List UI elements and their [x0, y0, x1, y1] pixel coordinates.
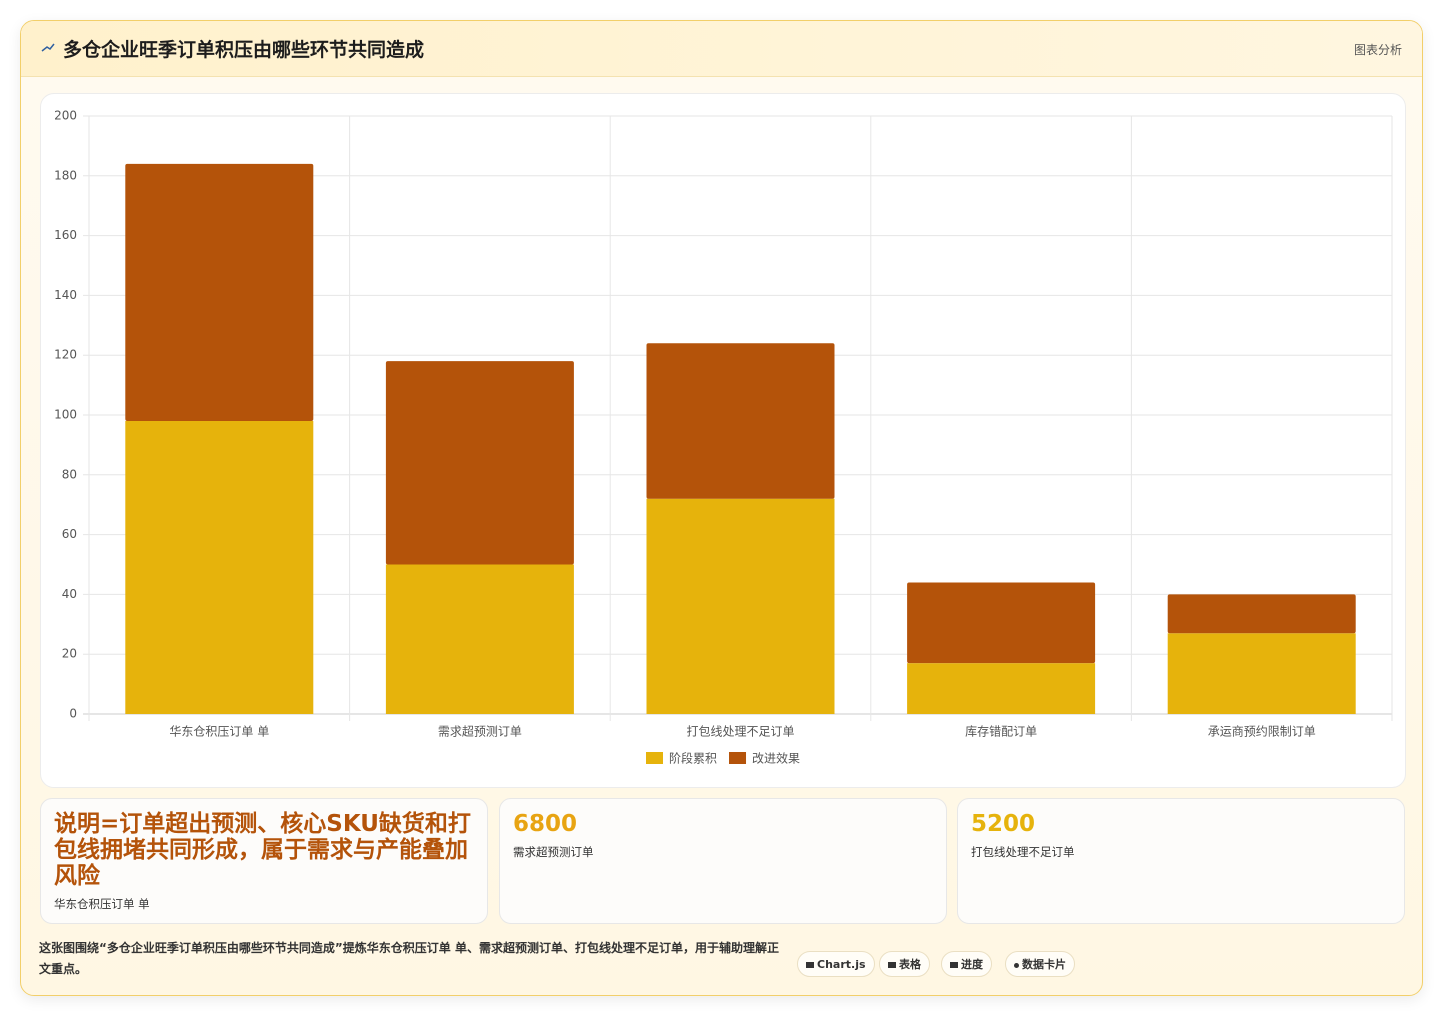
card-value: 6800	[513, 811, 578, 837]
bar	[1167, 594, 1356, 634]
x-tick-label: 需求超预测订单	[438, 724, 522, 739]
bar	[646, 343, 835, 499]
tag[interactable]: 表格	[879, 951, 930, 977]
legend-swatch	[729, 752, 747, 764]
card-label: 打包线处理不足订单	[971, 845, 1075, 859]
y-tick-label: 20	[62, 647, 77, 661]
y-tick-label: 60	[62, 527, 77, 541]
info-card: 5200 打包线处理不足订单	[957, 798, 1405, 924]
tag-label: 数据卡片	[1022, 958, 1066, 971]
chart: 0 20 40 60 80 100 120 140 160 180 200 华东仓积压订单 单 需求超预…	[54, 109, 1393, 766]
header: 多仓企业旺季订单积压由哪些环节共同造成 图表分析	[21, 21, 1422, 77]
x-tick-label: 承运商预约限制订单	[1208, 724, 1316, 739]
bar	[125, 420, 314, 714]
bar	[907, 663, 1096, 714]
y-tick-label: 100	[54, 408, 77, 422]
y-tick-label: 180	[54, 168, 77, 182]
legend-label: 改进效果	[752, 751, 800, 766]
y-tick-label: 40	[62, 587, 77, 601]
info-card: 说明=订单超出预测、核心SKU缺货和打包线拥堵共同形成，属于需求与产能叠加风险 …	[40, 798, 488, 924]
legend-label: 阶段累积	[669, 751, 717, 766]
bar	[125, 163, 314, 421]
legend-swatch	[646, 752, 663, 764]
y-tick-label: 80	[62, 467, 77, 481]
tag-label: 表格	[899, 958, 921, 971]
bar	[646, 498, 835, 714]
tag-label: Chart.js	[817, 958, 866, 971]
tag[interactable]: 进度	[941, 951, 992, 977]
header-title: 多仓企业旺季订单积压由哪些环节共同造成	[63, 39, 425, 61]
header-icon	[41, 43, 55, 52]
bar	[907, 582, 1096, 664]
y-tick-label: 0	[69, 707, 77, 721]
card-label: 需求超预测订单	[513, 845, 594, 859]
card-value: 说明=订单超出预测、核心SKU缺货和打包线拥堵共同形成，属于需求与产能叠加风险	[54, 811, 471, 889]
bar	[1167, 633, 1356, 714]
y-tick-label: 200	[54, 109, 77, 123]
card-label: 华东仓积压订单 单	[54, 897, 150, 911]
tag[interactable]: 数据卡片	[1005, 951, 1075, 977]
header-action[interactable]: 图表分析	[1353, 43, 1402, 57]
x-tick-label: 库存错配订单	[965, 724, 1037, 739]
tag-label: 进度	[961, 958, 983, 971]
card-frame: 多仓企业旺季订单积压由哪些环节共同造成 图表分析 0 20 40 60 80 100 120…	[20, 20, 1423, 996]
x-tick-label: 打包线处理不足订单	[686, 725, 794, 739]
tag[interactable]: Chart.js	[797, 951, 875, 977]
bar	[385, 564, 574, 714]
y-tick-label: 140	[54, 288, 77, 302]
y-tick-label: 160	[54, 228, 77, 242]
bar	[385, 361, 574, 565]
x-tick-label: 华东仓积压订单 单	[169, 725, 269, 739]
info-card: 6800 需求超预测订单	[499, 798, 947, 924]
card-value: 5200	[971, 811, 1036, 837]
y-tick-label: 120	[54, 348, 77, 362]
footer-text: 这张图围绕“多仓企业旺季订单积压由哪些环节共同造成”提炼华东仓积压订单 单、需求…	[39, 941, 779, 976]
chart-panel: 0 20 40 60 80 100 120 140 160 180 200 华东仓积压订单 单 需求超预…	[40, 93, 1406, 788]
